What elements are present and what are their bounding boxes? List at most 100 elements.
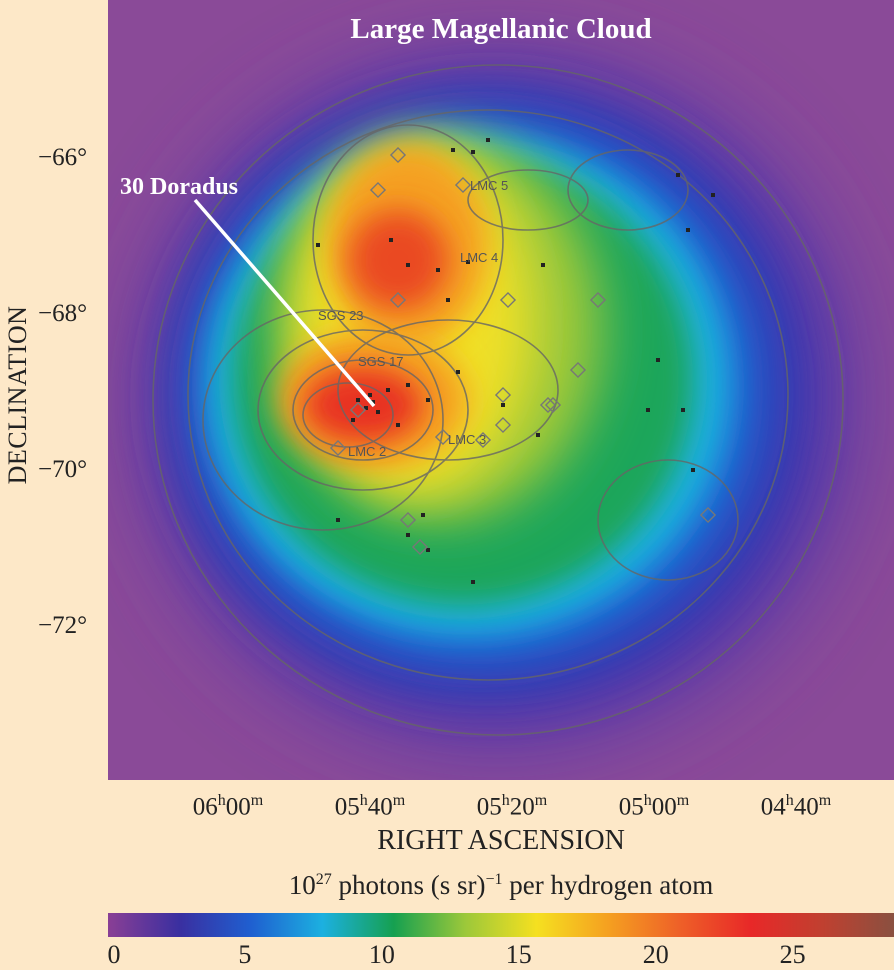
x-tick-minutes: 00 [225, 793, 251, 821]
source-dot [686, 228, 690, 232]
contour-line [467, 169, 589, 231]
x-tick-minutes: 20 [509, 793, 535, 821]
x-tick-m: m [250, 792, 264, 809]
contour-line [202, 309, 444, 531]
contour-line [597, 459, 739, 581]
colorbar-tick-label: 0 [107, 940, 121, 969]
y-tick-label: −68° [38, 300, 88, 327]
source-dot [501, 403, 505, 407]
source-dot [336, 518, 340, 522]
source-dot [316, 243, 320, 247]
source-diamond [569, 361, 587, 379]
x-tick-m: m [392, 792, 406, 809]
source-diamond [349, 401, 367, 419]
region-label-lmc3: LMC 3 [448, 432, 486, 447]
source-diamond [474, 431, 492, 449]
source-diamond [589, 291, 607, 309]
source-dot [446, 298, 450, 302]
colorbar-label-base: 10 [288, 870, 316, 900]
source-dot [466, 260, 470, 264]
x-tick-label: 05h20m [477, 792, 547, 821]
source-diamond [454, 176, 472, 194]
contour-line [257, 329, 469, 491]
source-dot [406, 533, 410, 537]
x-tick-label: 05h00m [619, 792, 689, 821]
source-dot [356, 398, 360, 402]
region-label-sgs23: SGS 23 [318, 308, 364, 323]
source-diamond [434, 428, 452, 446]
colorbar [108, 913, 894, 937]
y-tick-label: −70° [38, 456, 88, 483]
source-dot [451, 148, 455, 152]
colorbar-label: 1027 photons (s sr)−1 per hydrogen atom [108, 870, 894, 901]
colorbar-label-mid: photons (s sr) [331, 870, 486, 900]
region-label-lmc2: LMC 2 [348, 444, 386, 459]
colorbar-tick-label: 15 [505, 940, 532, 969]
source-dot [436, 268, 440, 272]
x-tick-h: h [643, 792, 652, 809]
source-dot [389, 238, 393, 242]
x-tick-m: m [676, 792, 690, 809]
region-label-lmc5: LMC 5 [470, 178, 508, 193]
colorbar-label-end: per hydrogen atom [502, 870, 714, 900]
source-dot [536, 433, 540, 437]
source-diamond [499, 291, 517, 309]
intensity-field [138, 50, 858, 750]
source-dot [371, 400, 375, 404]
x-tick-label: 05h40m [335, 792, 405, 821]
colorbar-label-exp2: −1 [485, 871, 503, 888]
source-dot [386, 388, 390, 392]
source-dot [396, 423, 400, 427]
colorbar-tick-label: 20 [642, 940, 669, 969]
source-diamond [699, 506, 717, 524]
source-diamond [389, 291, 407, 309]
x-tick-m: m [818, 792, 832, 809]
x-tick-label: 06h00m [193, 792, 263, 821]
x-tick-hours: 05 [334, 793, 360, 821]
source-dot [376, 410, 380, 414]
source-dot [456, 370, 460, 374]
contour-line [187, 109, 789, 681]
source-dot [681, 408, 685, 412]
y-tick-label: −66° [38, 144, 88, 171]
colorbar-tick-label: 25 [779, 940, 806, 969]
heatmap-plot-area: LMC 5 LMC 4 SGS 23 SGS 17 LMC 2 LMC 3 30… [108, 0, 894, 780]
source-dot [471, 580, 475, 584]
x-tick-h: h [785, 792, 794, 809]
source-dot [676, 173, 680, 177]
x-tick-minutes: 40 [367, 793, 393, 821]
source-diamond [544, 396, 562, 414]
source-diamond [494, 386, 512, 404]
source-markers [316, 138, 717, 584]
source-dot [691, 468, 695, 472]
colorbar-tick-label: 5 [238, 940, 252, 969]
source-diamond [329, 439, 347, 457]
hi-contours [152, 64, 844, 736]
x-tick-minutes: 00 [651, 793, 677, 821]
x-axis-label: RIGHT ASCENSION [377, 825, 625, 856]
x-tick-label: 04h40m [761, 792, 831, 821]
colorbar-tick-label: 10 [368, 940, 395, 969]
source-diamond [494, 416, 512, 434]
x-tick-h: h [501, 792, 510, 809]
source-dot [426, 398, 430, 402]
region-labels: LMC 5 LMC 4 SGS 23 SGS 17 LMC 2 LMC 3 [318, 178, 508, 459]
contour-line [567, 149, 689, 231]
contour-line [312, 124, 504, 356]
x-tick-m: m [534, 792, 548, 809]
contour-line [152, 64, 844, 736]
source-diamond [389, 146, 407, 164]
x-tick-h: h [359, 792, 368, 809]
source-dot [541, 263, 545, 267]
x-tick-minutes: 40 [793, 793, 819, 821]
doradus-label: 30 Doradus [120, 174, 238, 200]
source-dot [486, 138, 490, 142]
contour-line [292, 359, 434, 461]
source-dot [471, 150, 475, 154]
region-label-lmc4: LMC 4 [460, 250, 498, 265]
source-dot [406, 383, 410, 387]
x-tick-h: h [217, 792, 226, 809]
source-dot [406, 263, 410, 267]
source-dot [351, 418, 355, 422]
x-tick-hours: 06 [192, 793, 218, 821]
